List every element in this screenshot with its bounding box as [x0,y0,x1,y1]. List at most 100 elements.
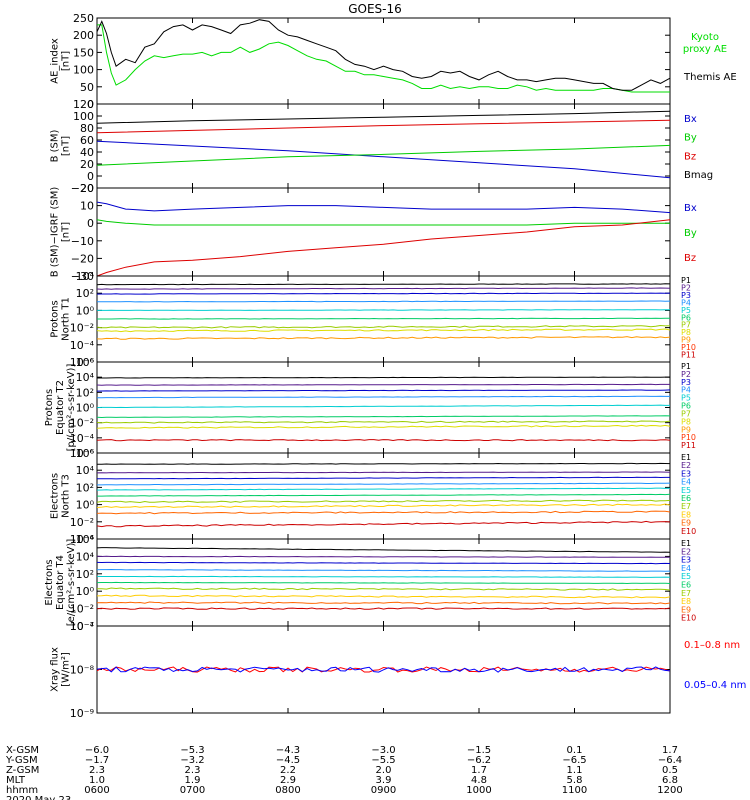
legend-entry: P9 [681,336,691,345]
y-tick-label: 100 [73,110,94,123]
x-axis-value: −4.5 [276,755,300,766]
series-line-e8 [97,594,670,599]
legend-entry: P3 [681,378,691,387]
legend-entry: E6 [681,494,691,503]
y-tick-label: 10⁻⁴ [70,533,95,546]
legend-entry: E2 [681,547,691,556]
x-axis-value: 0.5 [662,765,678,776]
y-axis-label-line: [nT] [61,51,72,71]
y-axis-label: Protons North T1 [50,297,72,341]
series-line-0-05-0-4-nm [97,666,670,673]
panel-8: 10⁻⁹ 10⁻⁸ 10⁻⁷ Xray flux [W/m²] 0.1–0.8 nm 0.0… [50,620,747,720]
series-line-p11 [97,439,670,442]
series-line-e4 [97,568,670,572]
y-tick-label: 0 [87,217,94,230]
y-tick-label: 20 [80,182,94,195]
x-axis-value: 0800 [275,785,300,796]
x-axis-value: −1.5 [467,745,491,756]
x-axis-value: 2.9 [280,775,296,786]
series-line-p1 [97,376,670,379]
y-tick-label: 10⁻² [70,603,94,616]
y-tick-label: 10⁴ [76,464,95,477]
y-tick-label: 10⁻⁶ [70,447,95,460]
y-tick-label: 150 [73,46,94,59]
x-axis-value: 1.1 [567,765,583,776]
y-tick-label: 10⁻⁷ [70,620,94,633]
series-line-p7 [97,420,670,424]
y-tick-label: 10⁶ [76,447,95,460]
y-axis-label: Xray flux [W/m²] [50,647,72,692]
series-line-by [97,219,670,226]
legend-entry: Bz [684,151,696,162]
series-line-e10 [97,607,670,610]
series-line-e1 [97,462,670,465]
series-line-e5 [97,575,670,578]
legend-entry: E9 [681,605,691,614]
x-axis-value: −4.3 [276,745,300,756]
legend-entry: P10 [681,433,696,442]
series-line-e7 [97,587,670,591]
x-axis-value: −3.0 [371,745,395,756]
legend-entry: Bmag [684,170,713,181]
y-tick-label: 0 [87,98,94,111]
series-line-p3 [97,389,670,392]
x-axis-value: 6.8 [662,775,678,786]
legend-entry: P1 [681,276,691,285]
x-axis-value: 1.9 [185,775,201,786]
legend-entry: E5 [681,572,691,581]
plot-area [97,547,670,610]
x-axis-value: 0700 [180,785,205,796]
legend-entry: E4 [681,478,691,487]
x-axis-value: −3.2 [180,755,204,766]
y-axis-label-line: Xray flux [50,647,61,692]
series-line-e7 [97,499,670,504]
series-line-e10 [97,520,670,528]
y-axis-label: Protons Equator T2 [p/(cm²-s-sr-keV)] [44,364,77,452]
x-axis-value: −5.3 [180,745,204,756]
series-line-p2 [97,383,670,386]
plot-area [97,110,670,179]
x-axis-value: −6.2 [467,755,491,766]
x-axis-value: 1100 [562,785,587,796]
y-tick-label: 10⁻⁹ [70,707,94,720]
y-axis-label-line: Electrons [50,473,61,519]
y-tick-label: 10⁶ [76,533,95,546]
series-line-bx [97,140,670,179]
legend-entry: P10 [681,343,696,352]
y-tick-label: 20 [80,158,94,171]
series-line-e4 [97,482,670,486]
x-axis-value: −1.7 [85,755,109,766]
y-tick-label: 10 [80,200,94,213]
legend-entry: E3 [681,469,691,478]
panel-3: −30 −20 −10 0 10 20 B (SM)−IGRF (SM) [nT] Bx By Bz [50,182,697,283]
y-tick-label: 10² [76,287,94,300]
legend-entry: P2 [681,370,691,379]
legend-entry: Bz [684,253,696,264]
y-axis-label-line: B (SM)−IGRF (SM) [50,187,61,278]
x-axis-row-label: Y-GSM [5,755,38,766]
legend: Bx By Bz [684,203,697,264]
legend-entry: E1 [681,539,691,548]
y-tick-label: 200 [73,29,94,42]
y-tick-label: −20 [71,252,94,265]
y-tick-label: −10 [71,235,94,248]
series-line-e8 [97,503,670,508]
legend-entry: E3 [681,556,691,565]
legend-entry: P4 [681,298,691,307]
legend-entry: P6 [681,313,691,322]
y-tick-label: 40 [80,146,94,159]
series-line-p5 [97,404,670,409]
y-tick-label: 10⁰ [76,585,95,598]
legend-entry: E6 [681,581,691,590]
legend-entry: E5 [681,486,691,495]
x-axis-value: 1.7 [471,765,487,776]
legend-entry: Bx [684,114,697,125]
